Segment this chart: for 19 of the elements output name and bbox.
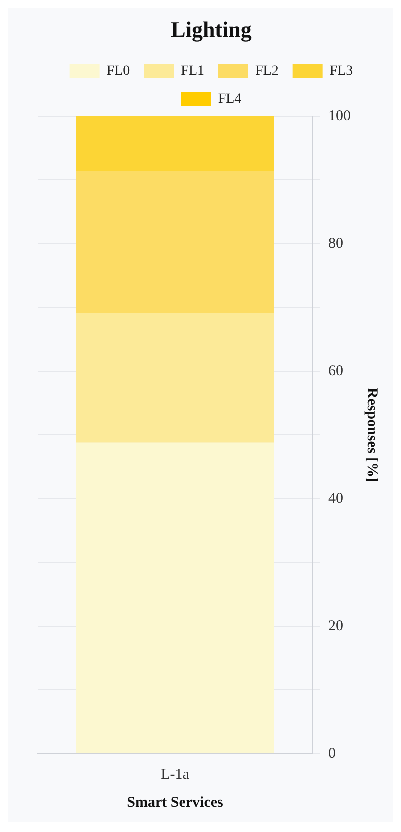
legend-label: FL4: [218, 92, 242, 108]
y-tick-label: 40: [328, 490, 344, 507]
legend-label: FL1: [181, 64, 205, 80]
bar: [76, 116, 274, 172]
bar: [76, 171, 274, 314]
y-tick-label: 100: [328, 108, 351, 124]
y-tick-label: 80: [328, 236, 344, 252]
y-tick-label: 60: [328, 363, 344, 380]
x-axis-title: Smart Services: [127, 794, 224, 811]
legend-label: FL0: [106, 64, 130, 80]
y-axis-title: Responses [%]: [364, 388, 380, 482]
chart-title: Lighting: [171, 16, 252, 42]
legend-label: FL3: [330, 64, 354, 80]
x-tick-label: L-1a: [161, 766, 190, 783]
bar: [76, 442, 274, 754]
y-tick-label: 0: [328, 746, 336, 762]
y-tick-label: 20: [328, 618, 344, 634]
legend-label: FL2: [256, 64, 279, 80]
bar: [76, 313, 274, 443]
